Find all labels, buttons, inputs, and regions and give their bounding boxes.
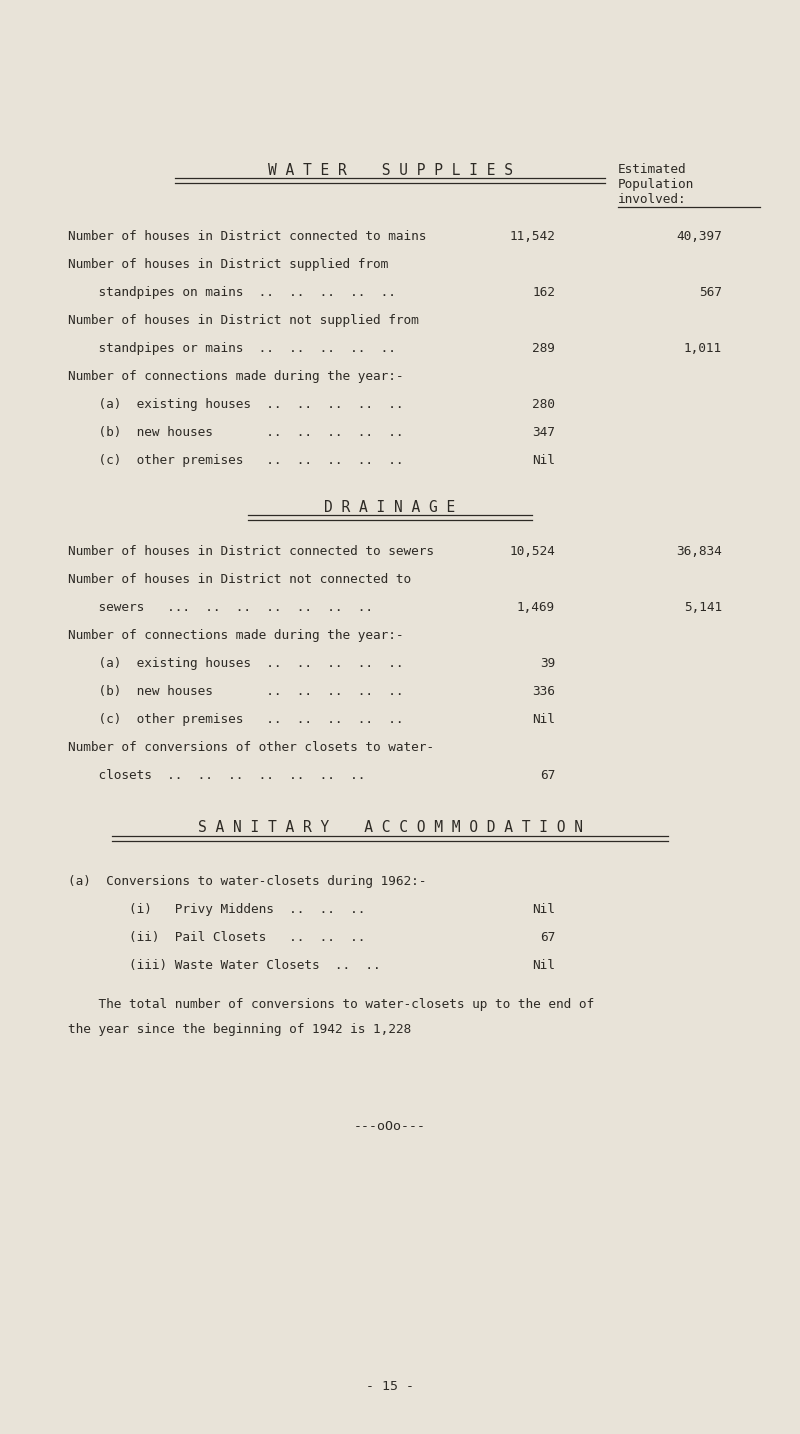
Text: S A N I T A R Y    A C C O M M O D A T I O N: S A N I T A R Y A C C O M M O D A T I O … <box>198 820 582 835</box>
Text: Nil: Nil <box>532 713 555 726</box>
Text: The total number of conversions to water-closets up to the end of: The total number of conversions to water… <box>68 998 594 1011</box>
Text: the year since the beginning of 1942 is 1,228: the year since the beginning of 1942 is … <box>68 1022 411 1035</box>
Text: Number of houses in District not connected to: Number of houses in District not connect… <box>68 574 411 587</box>
Text: Number of houses in District not supplied from: Number of houses in District not supplie… <box>68 314 418 327</box>
Text: Nil: Nil <box>532 455 555 467</box>
Text: Estimated: Estimated <box>618 163 686 176</box>
Text: sewers   ...  ..  ..  ..  ..  ..  ..: sewers ... .. .. .. .. .. .. <box>68 601 373 614</box>
Text: Number of houses in District connected to mains: Number of houses in District connected t… <box>68 229 426 242</box>
Text: D R A I N A G E: D R A I N A G E <box>324 500 456 515</box>
Text: Number of conversions of other closets to water-: Number of conversions of other closets t… <box>68 741 434 754</box>
Text: 336: 336 <box>532 685 555 698</box>
Text: 10,524: 10,524 <box>510 545 555 558</box>
Text: 1,011: 1,011 <box>684 341 722 356</box>
Text: (a)  Conversions to water-closets during 1962:-: (a) Conversions to water-closets during … <box>68 875 426 888</box>
Text: 347: 347 <box>532 426 555 439</box>
Text: 36,834: 36,834 <box>676 545 722 558</box>
Text: (b)  new houses       ..  ..  ..  ..  ..: (b) new houses .. .. .. .. .. <box>68 426 403 439</box>
Text: ---oOo---: ---oOo--- <box>354 1120 426 1133</box>
Text: Number of houses in District supplied from: Number of houses in District supplied fr… <box>68 258 388 271</box>
Text: standpipes on mains  ..  ..  ..  ..  ..: standpipes on mains .. .. .. .. .. <box>68 285 396 300</box>
Text: (iii) Waste Water Closets  ..  ..: (iii) Waste Water Closets .. .. <box>68 959 381 972</box>
Text: (a)  existing houses  ..  ..  ..  ..  ..: (a) existing houses .. .. .. .. .. <box>68 657 403 670</box>
Text: 162: 162 <box>532 285 555 300</box>
Text: (b)  new houses       ..  ..  ..  ..  ..: (b) new houses .. .. .. .. .. <box>68 685 403 698</box>
Text: (i)   Privy Middens  ..  ..  ..: (i) Privy Middens .. .. .. <box>68 903 366 916</box>
Text: (a)  existing houses  ..  ..  ..  ..  ..: (a) existing houses .. .. .. .. .. <box>68 399 403 412</box>
Text: 11,542: 11,542 <box>510 229 555 242</box>
Text: Number of connections made during the year:-: Number of connections made during the ye… <box>68 630 403 642</box>
Text: involved:: involved: <box>618 194 686 206</box>
Text: 289: 289 <box>532 341 555 356</box>
Text: 1,469: 1,469 <box>517 601 555 614</box>
Text: (ii)  Pail Closets   ..  ..  ..: (ii) Pail Closets .. .. .. <box>68 931 366 944</box>
Text: (c)  other premises   ..  ..  ..  ..  ..: (c) other premises .. .. .. .. .. <box>68 455 403 467</box>
Text: Nil: Nil <box>532 959 555 972</box>
Text: (c)  other premises   ..  ..  ..  ..  ..: (c) other premises .. .. .. .. .. <box>68 713 403 726</box>
Text: 280: 280 <box>532 399 555 412</box>
Text: 67: 67 <box>540 769 555 782</box>
Text: 5,141: 5,141 <box>684 601 722 614</box>
Text: 39: 39 <box>540 657 555 670</box>
Text: Number of connections made during the year:-: Number of connections made during the ye… <box>68 370 403 383</box>
Text: Nil: Nil <box>532 903 555 916</box>
Text: 567: 567 <box>699 285 722 300</box>
Text: closets  ..  ..  ..  ..  ..  ..  ..: closets .. .. .. .. .. .. .. <box>68 769 366 782</box>
Text: - 15 -: - 15 - <box>366 1380 414 1392</box>
Text: Number of houses in District connected to sewers: Number of houses in District connected t… <box>68 545 434 558</box>
Text: Population: Population <box>618 178 694 191</box>
Text: 67: 67 <box>540 931 555 944</box>
Text: 40,397: 40,397 <box>676 229 722 242</box>
Text: standpipes or mains  ..  ..  ..  ..  ..: standpipes or mains .. .. .. .. .. <box>68 341 396 356</box>
Text: W A T E R    S U P P L I E S: W A T E R S U P P L I E S <box>267 163 513 178</box>
